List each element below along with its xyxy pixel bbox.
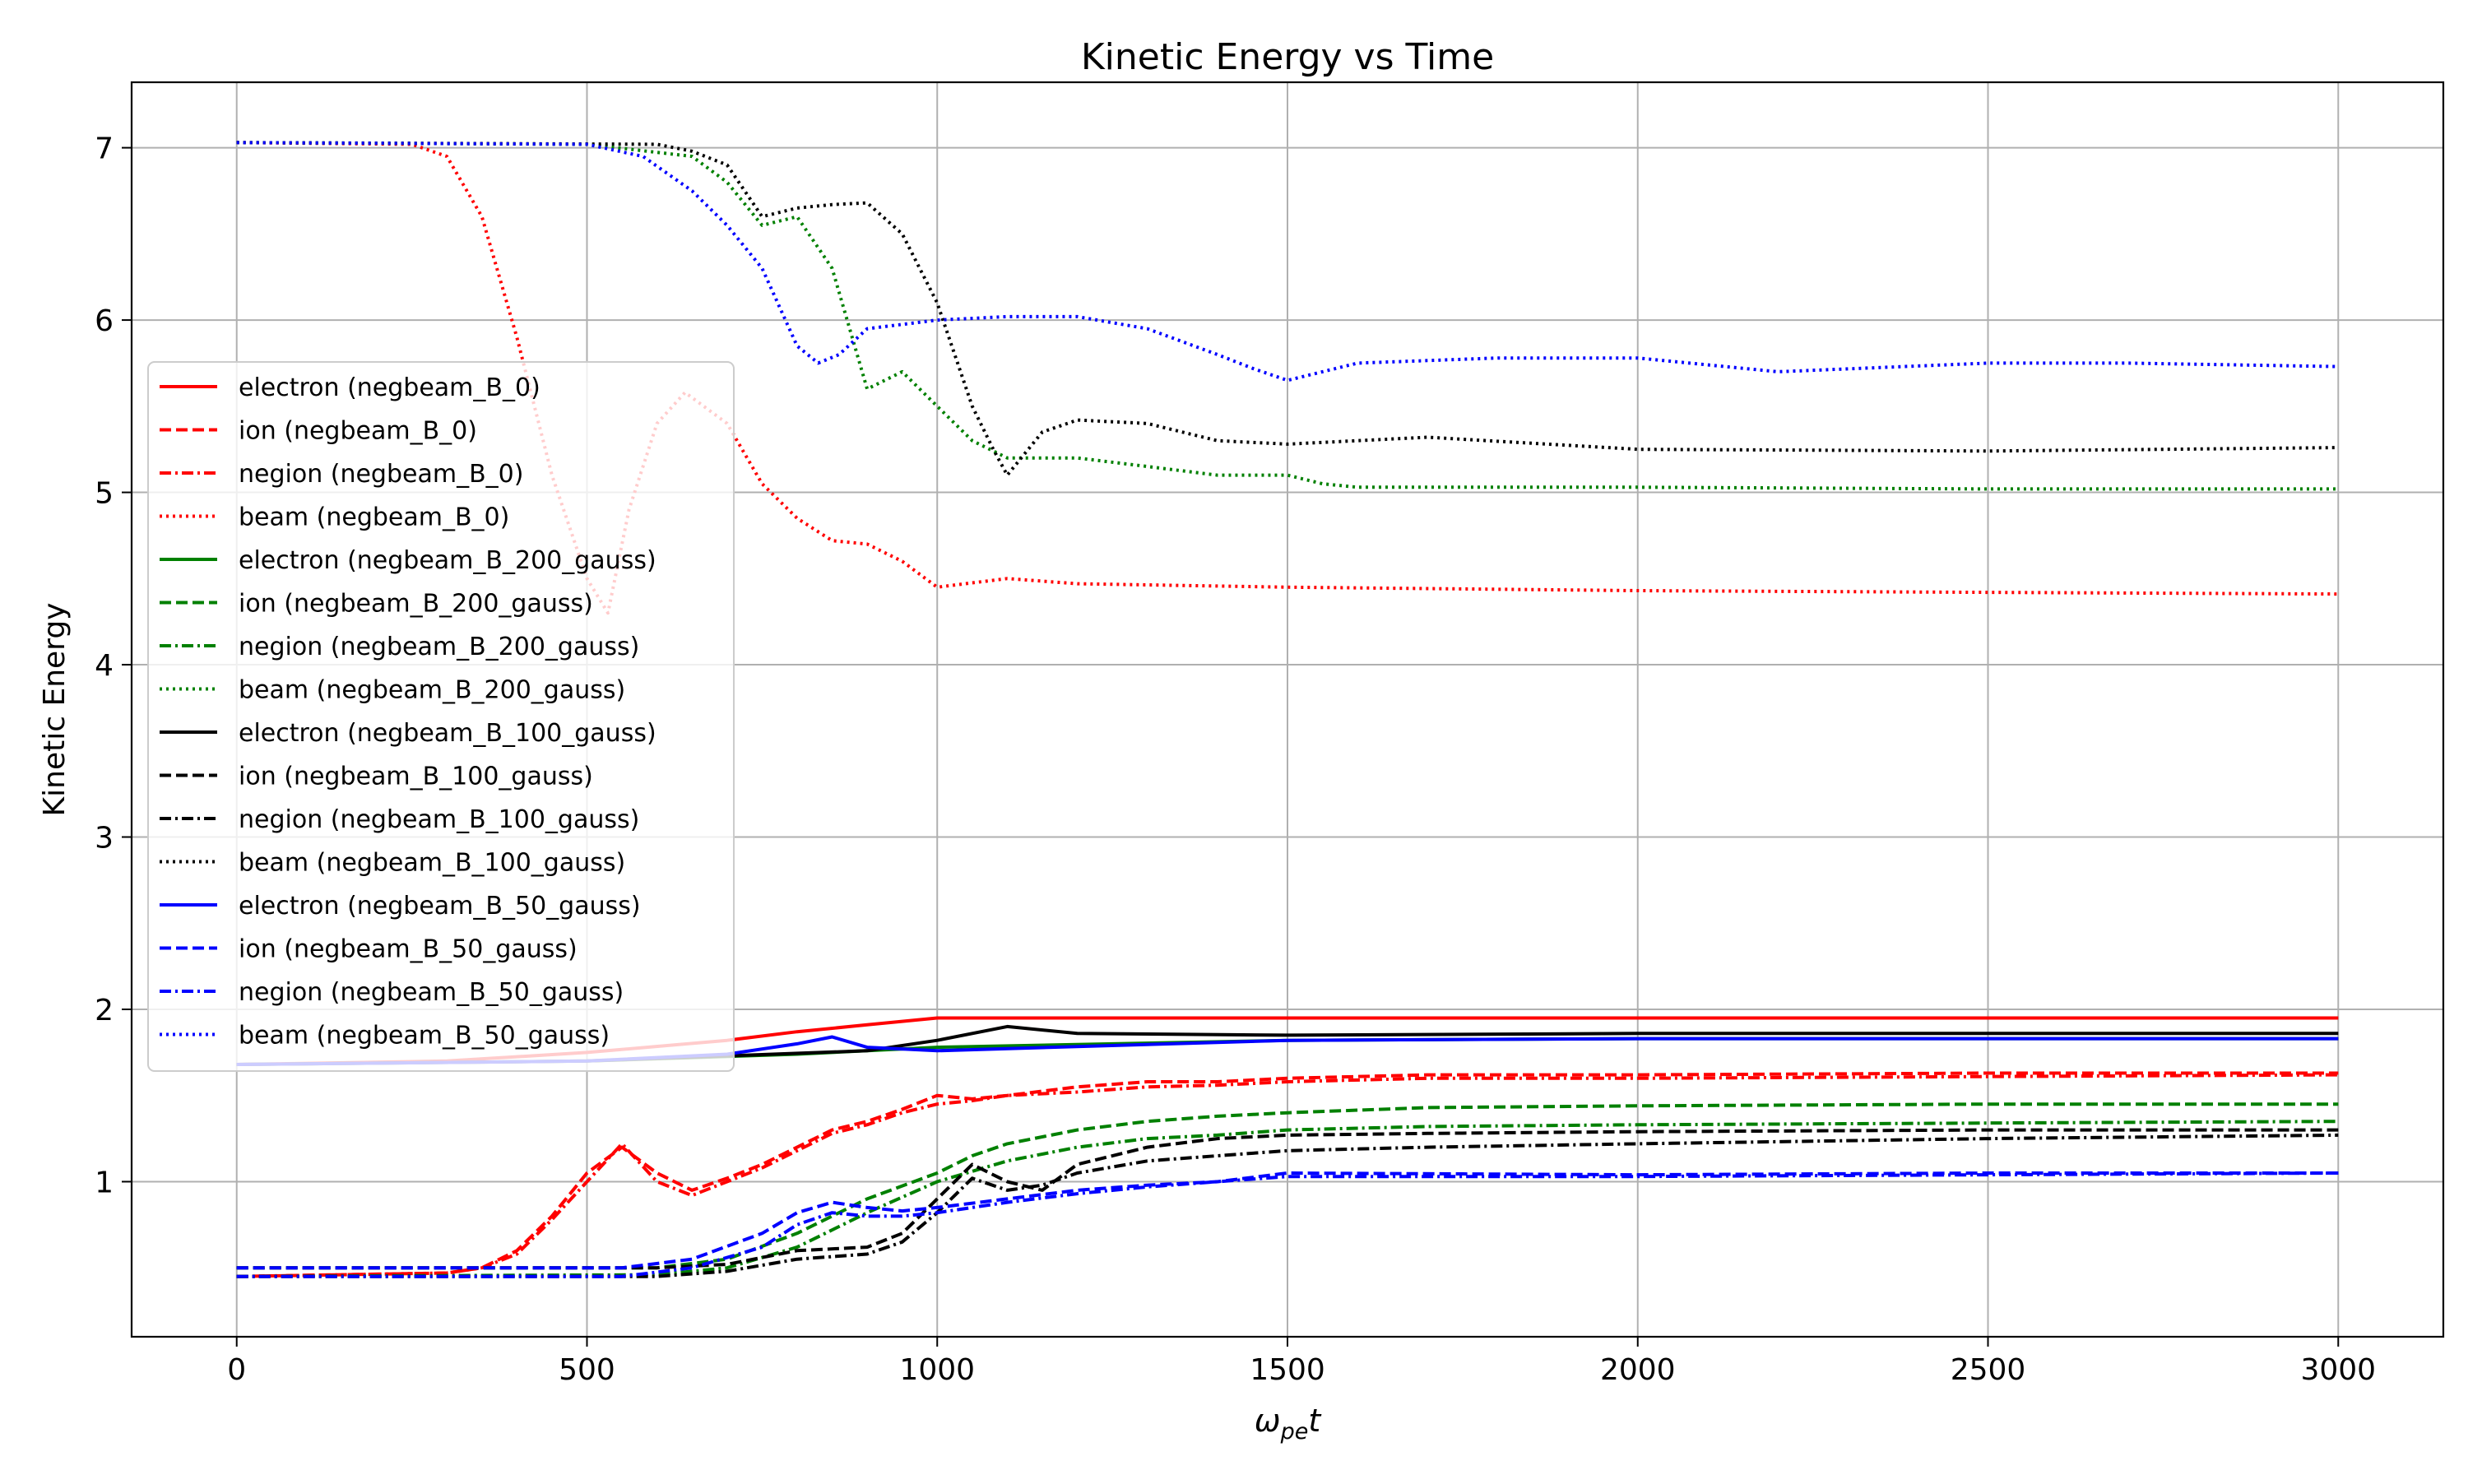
legend-entry-label: ion (negbeam_B_50_gauss) xyxy=(239,935,578,964)
series-line-3 xyxy=(236,141,2339,615)
x-axis-label-base: ω xyxy=(1255,1403,1281,1439)
x-tick-label: 500 xyxy=(559,1353,615,1387)
y-tick-label: 6 xyxy=(95,304,114,338)
x-tick-label: 3000 xyxy=(2300,1353,2376,1387)
legend: electron (negbeam_B_0)ion (negbeam_B_0)n… xyxy=(147,361,735,1072)
x-tick-label: 1000 xyxy=(899,1353,975,1387)
y-tick-label: 4 xyxy=(95,649,114,683)
x-axis-label-tail: t xyxy=(1308,1403,1322,1439)
x-tick-label: 2000 xyxy=(1600,1353,1676,1387)
series-line-9 xyxy=(236,1128,2339,1270)
legend-entry-label: beam (negbeam_B_100_gauss) xyxy=(239,849,625,878)
legend-entry-label: beam (negbeam_B_0) xyxy=(239,503,509,532)
legend-entry-label: beam (negbeam_B_50_gauss) xyxy=(239,1022,610,1050)
legend-entry-label: electron (negbeam_B_100_gauss) xyxy=(239,719,656,748)
legend-box xyxy=(147,361,735,1072)
series-line-14 xyxy=(236,1171,2339,1278)
chart-title: Kinetic Energy vs Time xyxy=(1081,36,1494,78)
legend-entry-label: negion (negbeam_B_50_gauss) xyxy=(239,978,624,1007)
series-line-15 xyxy=(236,141,2339,383)
x-tick-label: 1500 xyxy=(1250,1353,1325,1387)
legend-entry-label: negion (negbeam_B_0) xyxy=(239,460,523,489)
y-tick-label: 3 xyxy=(95,822,114,856)
x-tick-label: 0 xyxy=(227,1353,246,1387)
legend-entry-label: electron (negbeam_B_0) xyxy=(239,373,540,402)
legend-entry-label: beam (negbeam_B_200_gauss) xyxy=(239,676,625,705)
legend-entry-label: electron (negbeam_B_200_gauss) xyxy=(239,546,656,575)
y-tick-label: 2 xyxy=(95,994,114,1027)
series-line-5 xyxy=(236,1102,2339,1270)
series-line-13 xyxy=(236,1171,2339,1270)
y-tick-label: 5 xyxy=(95,477,114,511)
legend-entry-label: ion (negbeam_B_100_gauss) xyxy=(239,763,593,791)
series-line-11 xyxy=(236,141,2339,477)
legend-entry-label: negion (negbeam_B_100_gauss) xyxy=(239,805,639,834)
y-tick-label: 7 xyxy=(95,132,114,166)
series-line-10 xyxy=(236,1133,2339,1278)
legend-entry-label: negion (negbeam_B_200_gauss) xyxy=(239,633,639,661)
y-axis-label: Kinetic Energy xyxy=(38,603,72,817)
legend-entry-label: ion (negbeam_B_200_gauss) xyxy=(239,590,593,619)
legend-entry-label: ion (negbeam_B_0) xyxy=(239,417,477,446)
series-layer xyxy=(236,141,2339,1278)
ticks: 0 500 1000 1500 2000 2500 3000 1 2 3 4 5 6 7 xyxy=(95,132,2376,1387)
series-line-7 xyxy=(236,141,2339,491)
x-axis-label-subscript: pe xyxy=(1280,1419,1309,1445)
legend-entry-label: electron (negbeam_B_50_gauss) xyxy=(239,892,641,921)
x-axis-label: ωpet xyxy=(1255,1403,1323,1445)
x-tick-label: 2500 xyxy=(1951,1353,2026,1387)
y-tick-label: 1 xyxy=(95,1166,114,1199)
series-line-2 xyxy=(236,1073,2339,1278)
